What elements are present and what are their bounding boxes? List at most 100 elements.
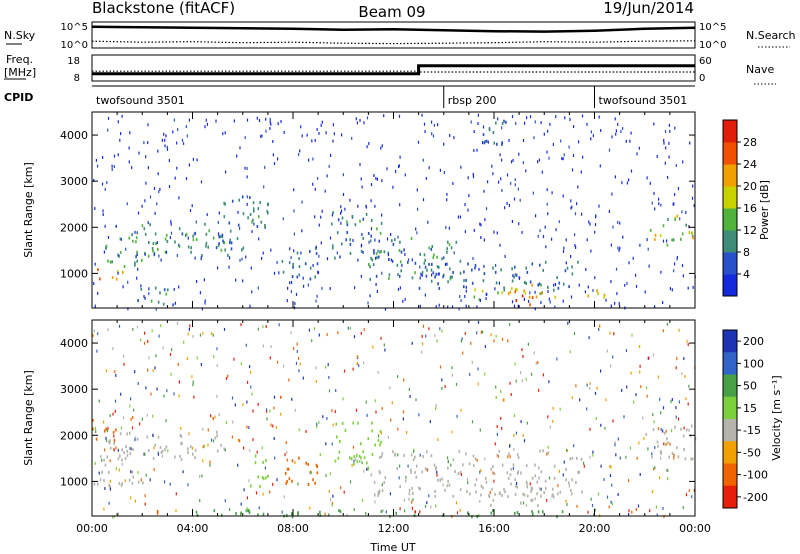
echo-cell xyxy=(533,136,535,140)
echo-cell xyxy=(531,510,533,514)
echo-cell xyxy=(496,231,498,235)
velocity-colorbar-tick-label: -200 xyxy=(743,491,768,504)
echo-cell xyxy=(321,209,323,213)
echo-cell xyxy=(553,283,555,287)
echo-cell xyxy=(523,439,526,443)
echo-cell xyxy=(384,348,386,352)
echo-cell xyxy=(548,476,551,480)
echo-cell xyxy=(199,499,201,503)
echo-cell xyxy=(480,236,482,239)
echo-cell xyxy=(660,450,662,454)
echo-cell xyxy=(691,231,694,235)
echo-cell xyxy=(108,501,110,505)
echo-cell xyxy=(629,446,631,450)
echo-cell xyxy=(608,148,611,152)
echo-cell xyxy=(355,457,357,461)
echo-cell xyxy=(383,250,386,254)
echo-cell xyxy=(688,384,690,388)
freq-left-top-tick: 18 xyxy=(67,56,80,67)
echo-cell xyxy=(177,128,179,132)
echo-cell xyxy=(547,451,550,455)
echo-cell xyxy=(692,236,694,240)
echo-cell xyxy=(153,187,156,190)
echo-cell xyxy=(146,413,148,417)
echo-cell xyxy=(639,243,641,247)
echo-cell xyxy=(471,268,473,272)
echo-cell xyxy=(570,199,572,203)
echo-cell xyxy=(141,258,143,262)
echo-cell xyxy=(358,454,361,458)
echo-cell xyxy=(684,457,687,461)
echo-cell xyxy=(119,138,121,142)
echo-cell xyxy=(580,457,583,461)
echo-cell xyxy=(522,492,524,496)
echo-cell xyxy=(381,213,383,217)
echo-cell xyxy=(611,192,613,196)
echo-cell xyxy=(436,470,438,474)
echo-cell xyxy=(463,270,465,274)
echo-cell xyxy=(451,275,453,279)
echo-cell xyxy=(565,238,567,242)
echo-cell xyxy=(314,187,316,191)
echo-cell xyxy=(590,497,592,501)
echo-cell xyxy=(246,195,248,199)
echo-cell xyxy=(664,161,666,165)
echo-cell xyxy=(280,395,282,399)
echo-cell xyxy=(403,453,405,457)
echo-cell xyxy=(690,424,693,428)
echo-cell xyxy=(328,389,331,393)
echo-cell xyxy=(645,386,648,390)
echo-cell xyxy=(228,221,231,225)
echo-cell xyxy=(237,223,240,227)
echo-cell xyxy=(667,477,669,481)
echo-cell xyxy=(374,493,376,497)
echo-cell xyxy=(165,419,167,423)
echo-cell xyxy=(438,272,440,276)
echo-cell xyxy=(370,256,372,260)
echo-cell xyxy=(503,286,505,290)
echo-cell xyxy=(660,411,662,415)
echo-cell xyxy=(334,410,336,414)
echo-cell xyxy=(159,187,161,191)
echo-cell xyxy=(614,301,616,305)
echo-cell xyxy=(164,480,166,484)
echo-cell xyxy=(395,511,397,515)
echo-cell xyxy=(260,220,263,224)
echo-cell xyxy=(493,230,495,234)
echo-cell xyxy=(464,294,466,298)
echo-cell xyxy=(283,364,285,368)
echo-cell xyxy=(552,493,554,497)
echo-cell xyxy=(413,450,415,453)
echo-cell xyxy=(376,177,378,181)
echo-cell xyxy=(453,251,455,255)
echo-cell xyxy=(187,236,189,240)
echo-cell xyxy=(356,460,359,464)
echo-cell xyxy=(430,454,433,458)
echo-cell xyxy=(538,388,540,392)
echo-cell xyxy=(497,117,499,121)
echo-cell xyxy=(180,458,183,462)
echo-cell xyxy=(571,168,574,172)
echo-cell xyxy=(421,113,423,117)
echo-cell xyxy=(109,459,111,463)
echo-cell xyxy=(224,202,226,206)
echo-cell xyxy=(341,242,343,246)
echo-cell xyxy=(353,462,355,466)
echo-cell xyxy=(282,217,284,221)
echo-cell xyxy=(439,168,441,172)
freq-line xyxy=(92,64,695,76)
echo-cell xyxy=(551,191,553,195)
echo-cell xyxy=(503,119,505,123)
echo-cell xyxy=(362,217,365,221)
echo-cell xyxy=(314,481,316,485)
echo-cell xyxy=(493,141,496,145)
echo-cell xyxy=(224,131,226,135)
echo-cell xyxy=(407,464,409,468)
echo-cell xyxy=(356,121,358,125)
echo-cell xyxy=(170,222,172,226)
echo-cell xyxy=(236,237,239,241)
echo-cell xyxy=(359,459,361,463)
echo-cell xyxy=(509,455,511,459)
echo-cell xyxy=(526,116,528,120)
echo-cell xyxy=(492,172,494,176)
